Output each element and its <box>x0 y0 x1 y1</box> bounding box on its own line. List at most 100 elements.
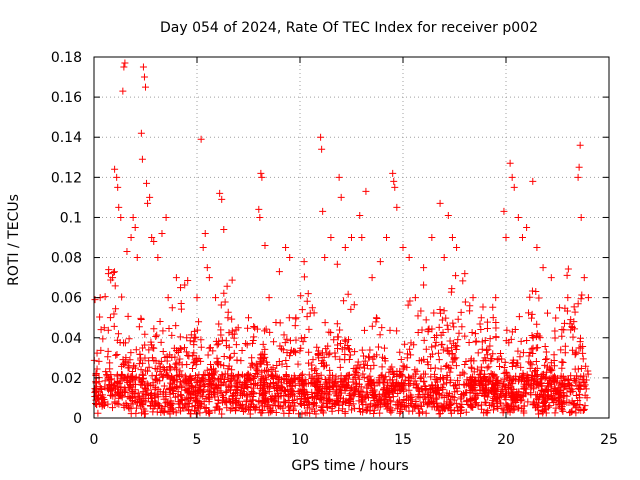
data-point <box>206 361 214 369</box>
data-point <box>363 361 371 369</box>
data-point <box>275 377 283 385</box>
data-point <box>185 352 193 360</box>
data-point <box>199 392 207 400</box>
data-point <box>452 362 460 370</box>
data-point <box>367 400 375 408</box>
data-point <box>195 318 203 326</box>
data-point <box>528 287 536 295</box>
data-point <box>218 371 226 379</box>
data-point <box>448 285 456 293</box>
data-point <box>439 386 447 394</box>
y-tick-label: 0.1 <box>60 210 82 226</box>
data-point <box>463 388 471 396</box>
data-point <box>423 401 431 409</box>
data-point <box>398 372 406 380</box>
data-point <box>439 346 447 354</box>
data-point <box>394 401 402 409</box>
data-point <box>197 135 205 143</box>
data-point <box>127 234 135 241</box>
data-point <box>214 396 222 404</box>
data-point <box>400 402 408 410</box>
data-point <box>406 379 414 387</box>
data-point <box>341 344 349 352</box>
data-point <box>493 379 501 387</box>
data-point <box>527 389 535 397</box>
data-point <box>232 341 240 349</box>
data-point <box>541 387 549 395</box>
data-point <box>571 308 579 316</box>
data-point <box>159 327 167 335</box>
data-point <box>520 384 528 392</box>
data-point <box>157 338 165 346</box>
y-tick-label: 0.06 <box>51 291 82 307</box>
data-point <box>245 314 252 322</box>
data-point <box>196 409 204 417</box>
data-point <box>112 305 120 313</box>
data-point <box>166 363 174 371</box>
data-point <box>111 398 119 406</box>
data-point <box>542 409 550 417</box>
data-point <box>225 354 233 362</box>
data-point <box>107 276 115 284</box>
data-point <box>542 356 550 364</box>
data-point <box>420 336 428 344</box>
data-point <box>461 270 469 278</box>
data-point <box>140 73 148 81</box>
data-point <box>237 357 245 365</box>
data-point <box>121 339 129 347</box>
data-point <box>543 355 551 363</box>
data-point <box>168 331 176 339</box>
data-point <box>212 294 220 302</box>
data-point <box>291 381 299 389</box>
data-point <box>437 309 445 317</box>
data-point <box>284 403 292 411</box>
data-point <box>172 383 180 391</box>
data-point <box>265 401 273 409</box>
data-point <box>374 343 382 351</box>
data-point <box>496 390 504 398</box>
data-point <box>297 334 305 342</box>
data-point <box>111 268 119 276</box>
data-point <box>578 291 586 299</box>
data-point <box>201 404 209 412</box>
data-point <box>185 377 193 385</box>
data-point <box>246 410 254 418</box>
data-point <box>407 339 415 347</box>
data-point <box>444 347 452 355</box>
data-point <box>277 345 285 353</box>
data-point <box>468 329 476 337</box>
data-point <box>299 338 307 346</box>
data-point <box>219 372 227 380</box>
data-point <box>546 402 554 410</box>
data-point <box>580 274 588 282</box>
data-point <box>385 368 393 376</box>
data-point <box>193 378 201 386</box>
data-point <box>503 326 511 334</box>
data-point <box>527 314 535 322</box>
data-point <box>368 322 376 330</box>
data-point <box>270 338 278 346</box>
data-point <box>571 375 579 383</box>
data-point <box>159 364 167 372</box>
data-point <box>481 398 489 406</box>
data-point <box>172 274 180 282</box>
data-point <box>433 331 441 339</box>
data-point <box>370 409 378 417</box>
data-point <box>536 334 544 342</box>
data-point <box>476 386 484 394</box>
data-point <box>210 388 218 396</box>
data-point <box>368 274 376 282</box>
data-point <box>215 320 223 328</box>
data-point <box>467 375 475 383</box>
data-point <box>533 244 541 252</box>
data-point <box>220 362 228 370</box>
data-point <box>163 357 171 365</box>
data-point <box>493 395 501 403</box>
data-points <box>90 59 592 418</box>
data-point <box>462 408 470 416</box>
data-point <box>348 234 355 241</box>
data-point <box>509 380 517 388</box>
data-point <box>159 347 167 355</box>
data-point <box>210 365 218 373</box>
data-point <box>185 389 193 397</box>
